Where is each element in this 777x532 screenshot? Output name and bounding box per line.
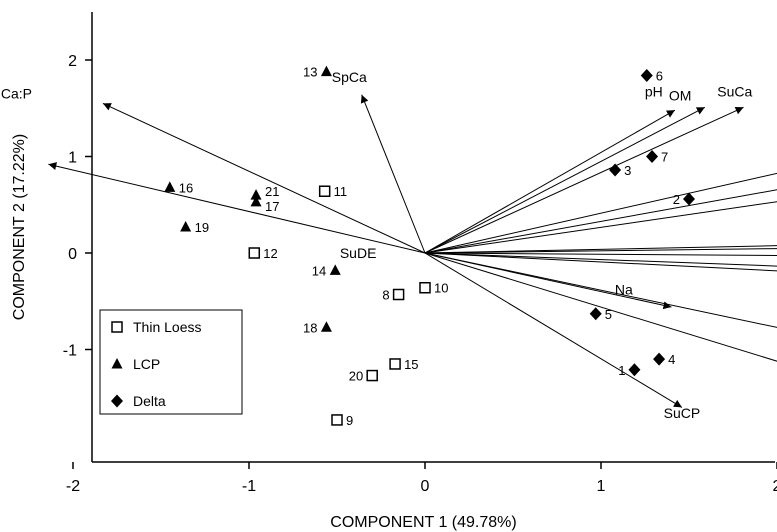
triangle-point — [250, 195, 262, 207]
diamond-point — [646, 150, 659, 163]
legend-square-marker — [111, 321, 123, 333]
square-point — [248, 247, 261, 259]
y-tick-label: -1 — [63, 343, 77, 360]
y-axis-title: COMPONENT 2 (17.22%) — [11, 134, 28, 320]
point-label: 15 — [404, 357, 418, 372]
legend: Thin Loess LCP Delta — [99, 309, 243, 415]
vector-sucp — [424, 252, 683, 408]
point-label: 16 — [179, 180, 193, 195]
diamond-point — [589, 307, 602, 321]
vector-label: Na — [615, 281, 633, 297]
y-tick-label: 1 — [68, 150, 77, 167]
point-label: 14 — [312, 263, 326, 278]
point-label: 13 — [303, 65, 317, 80]
x-tick-label: -1 — [242, 478, 256, 495]
triangle-point — [250, 189, 262, 200]
square-point — [331, 414, 343, 426]
point-label: 5 — [605, 307, 612, 322]
x-ticks: -2 -1 0 1 2 — [66, 462, 777, 495]
vector-label: SuDE — [340, 245, 377, 261]
point-label: 7 — [661, 150, 668, 165]
x-tick-label: 1 — [597, 478, 606, 495]
y-tick-label: 2 — [68, 53, 77, 70]
vector-spk — [424, 252, 777, 272]
vector-suca-p — [102, 102, 426, 254]
square-point — [389, 358, 401, 370]
point-label: 3 — [624, 163, 631, 178]
vector-label: SpCa — [332, 69, 367, 85]
legend-label: LCP — [133, 356, 160, 372]
point-label: 18 — [303, 320, 317, 335]
point-label: 19 — [195, 220, 209, 235]
vector-k — [424, 201, 777, 254]
point-label: 20 — [349, 369, 363, 384]
point-label: 6 — [656, 68, 663, 83]
point-label: 10 — [434, 281, 448, 296]
x-axis-title: COMPONENT 1 (49.78%) — [330, 514, 516, 531]
diamond-point — [640, 68, 653, 82]
vector-spde — [424, 252, 777, 328]
vector-spca-p — [48, 162, 426, 254]
vector-spp — [424, 252, 777, 267]
square-point — [318, 185, 331, 197]
legend-diamond-marker — [111, 394, 123, 408]
x-tick-label: 2 — [773, 478, 777, 495]
square-point — [366, 369, 378, 382]
diamond-point — [653, 352, 666, 366]
vector-ca — [424, 172, 777, 254]
loading-vectors: SuCa:PSpCa:PSpCapHOMSuCaCACECKPSuPSuKSpP… — [0, 69, 777, 421]
legend-label: Delta — [133, 393, 166, 409]
triangle-point — [180, 220, 192, 232]
vector-sup — [424, 248, 777, 254]
x-tick-label: -2 — [66, 478, 80, 495]
vector-om — [424, 106, 706, 254]
vector-ph — [424, 109, 676, 254]
triangle-point — [164, 181, 176, 192]
vector-cec — [424, 189, 777, 254]
legend-triangle-marker — [111, 358, 123, 369]
vector-spca — [360, 94, 426, 254]
point-label: 1 — [618, 363, 625, 378]
point-label: 9 — [346, 413, 353, 428]
point-label: 8 — [382, 287, 389, 302]
point-label: 17 — [265, 199, 279, 214]
vector-p — [424, 245, 777, 254]
vector-suca — [424, 106, 744, 254]
point-label: 21 — [265, 184, 279, 199]
diamond-point — [609, 163, 622, 177]
point-label: 2 — [673, 192, 680, 207]
triangle-point — [320, 321, 332, 332]
point-label: 11 — [334, 184, 348, 199]
vector-label: OM — [669, 88, 692, 104]
diamond-point — [683, 192, 695, 206]
triangle-point — [329, 264, 341, 275]
vector-suk — [424, 252, 777, 257]
vector-label: pH — [645, 84, 663, 100]
legend-label: Thin Loess — [133, 319, 201, 335]
x-tick-label: 0 — [421, 478, 430, 495]
triangle-point — [320, 65, 332, 77]
y-ticks: -1 0 1 2 — [63, 53, 92, 360]
vector-label: SuCP — [664, 405, 701, 421]
vector-spcp — [424, 252, 777, 362]
square-point — [392, 288, 405, 301]
vector-label: SuCa — [717, 84, 752, 100]
point-label: 4 — [668, 352, 675, 367]
legend-box — [99, 309, 243, 415]
vector-label: SuCa:P — [0, 86, 32, 102]
point-label: 12 — [263, 246, 277, 261]
diamond-point — [628, 363, 641, 377]
square-point — [419, 281, 431, 294]
y-tick-label: 0 — [68, 246, 77, 263]
